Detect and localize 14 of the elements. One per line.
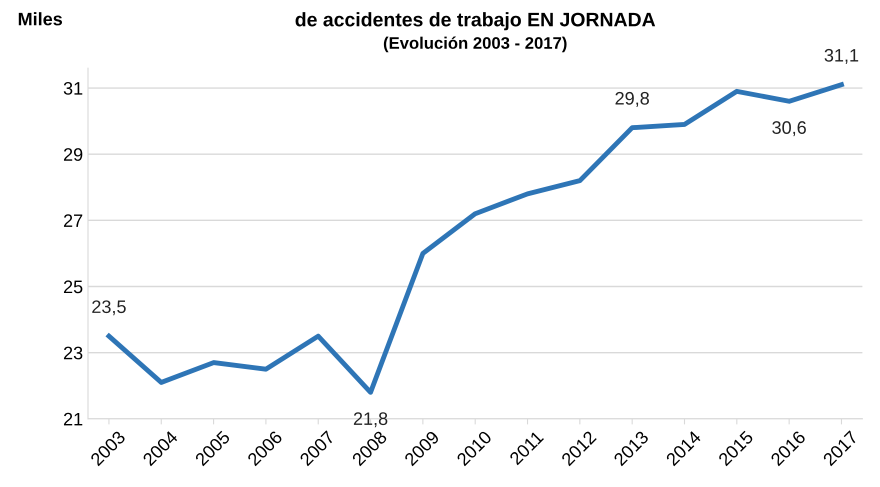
data-label: 23,5 (92, 300, 126, 316)
y-axis-title: Miles (18, 12, 62, 26)
chart-subtitle: (Evolución 2003 - 2017) (384, 36, 567, 52)
y-tick-label: 25 (64, 280, 82, 294)
data-label: 29,8 (616, 92, 649, 107)
y-tick-label: 29 (64, 148, 82, 161)
data-label: 31,1 (824, 48, 858, 64)
chart-title: de accidentes de trabajo EN JORNADA (296, 12, 656, 30)
y-tick-label: 27 (64, 214, 82, 227)
data-label: 30,6 (772, 121, 806, 136)
data-label: 21,8 (354, 412, 388, 428)
y-tick-label: 31 (64, 82, 82, 95)
y-tick-label: 21 (64, 412, 82, 426)
y-tick-label: 23 (64, 346, 82, 360)
